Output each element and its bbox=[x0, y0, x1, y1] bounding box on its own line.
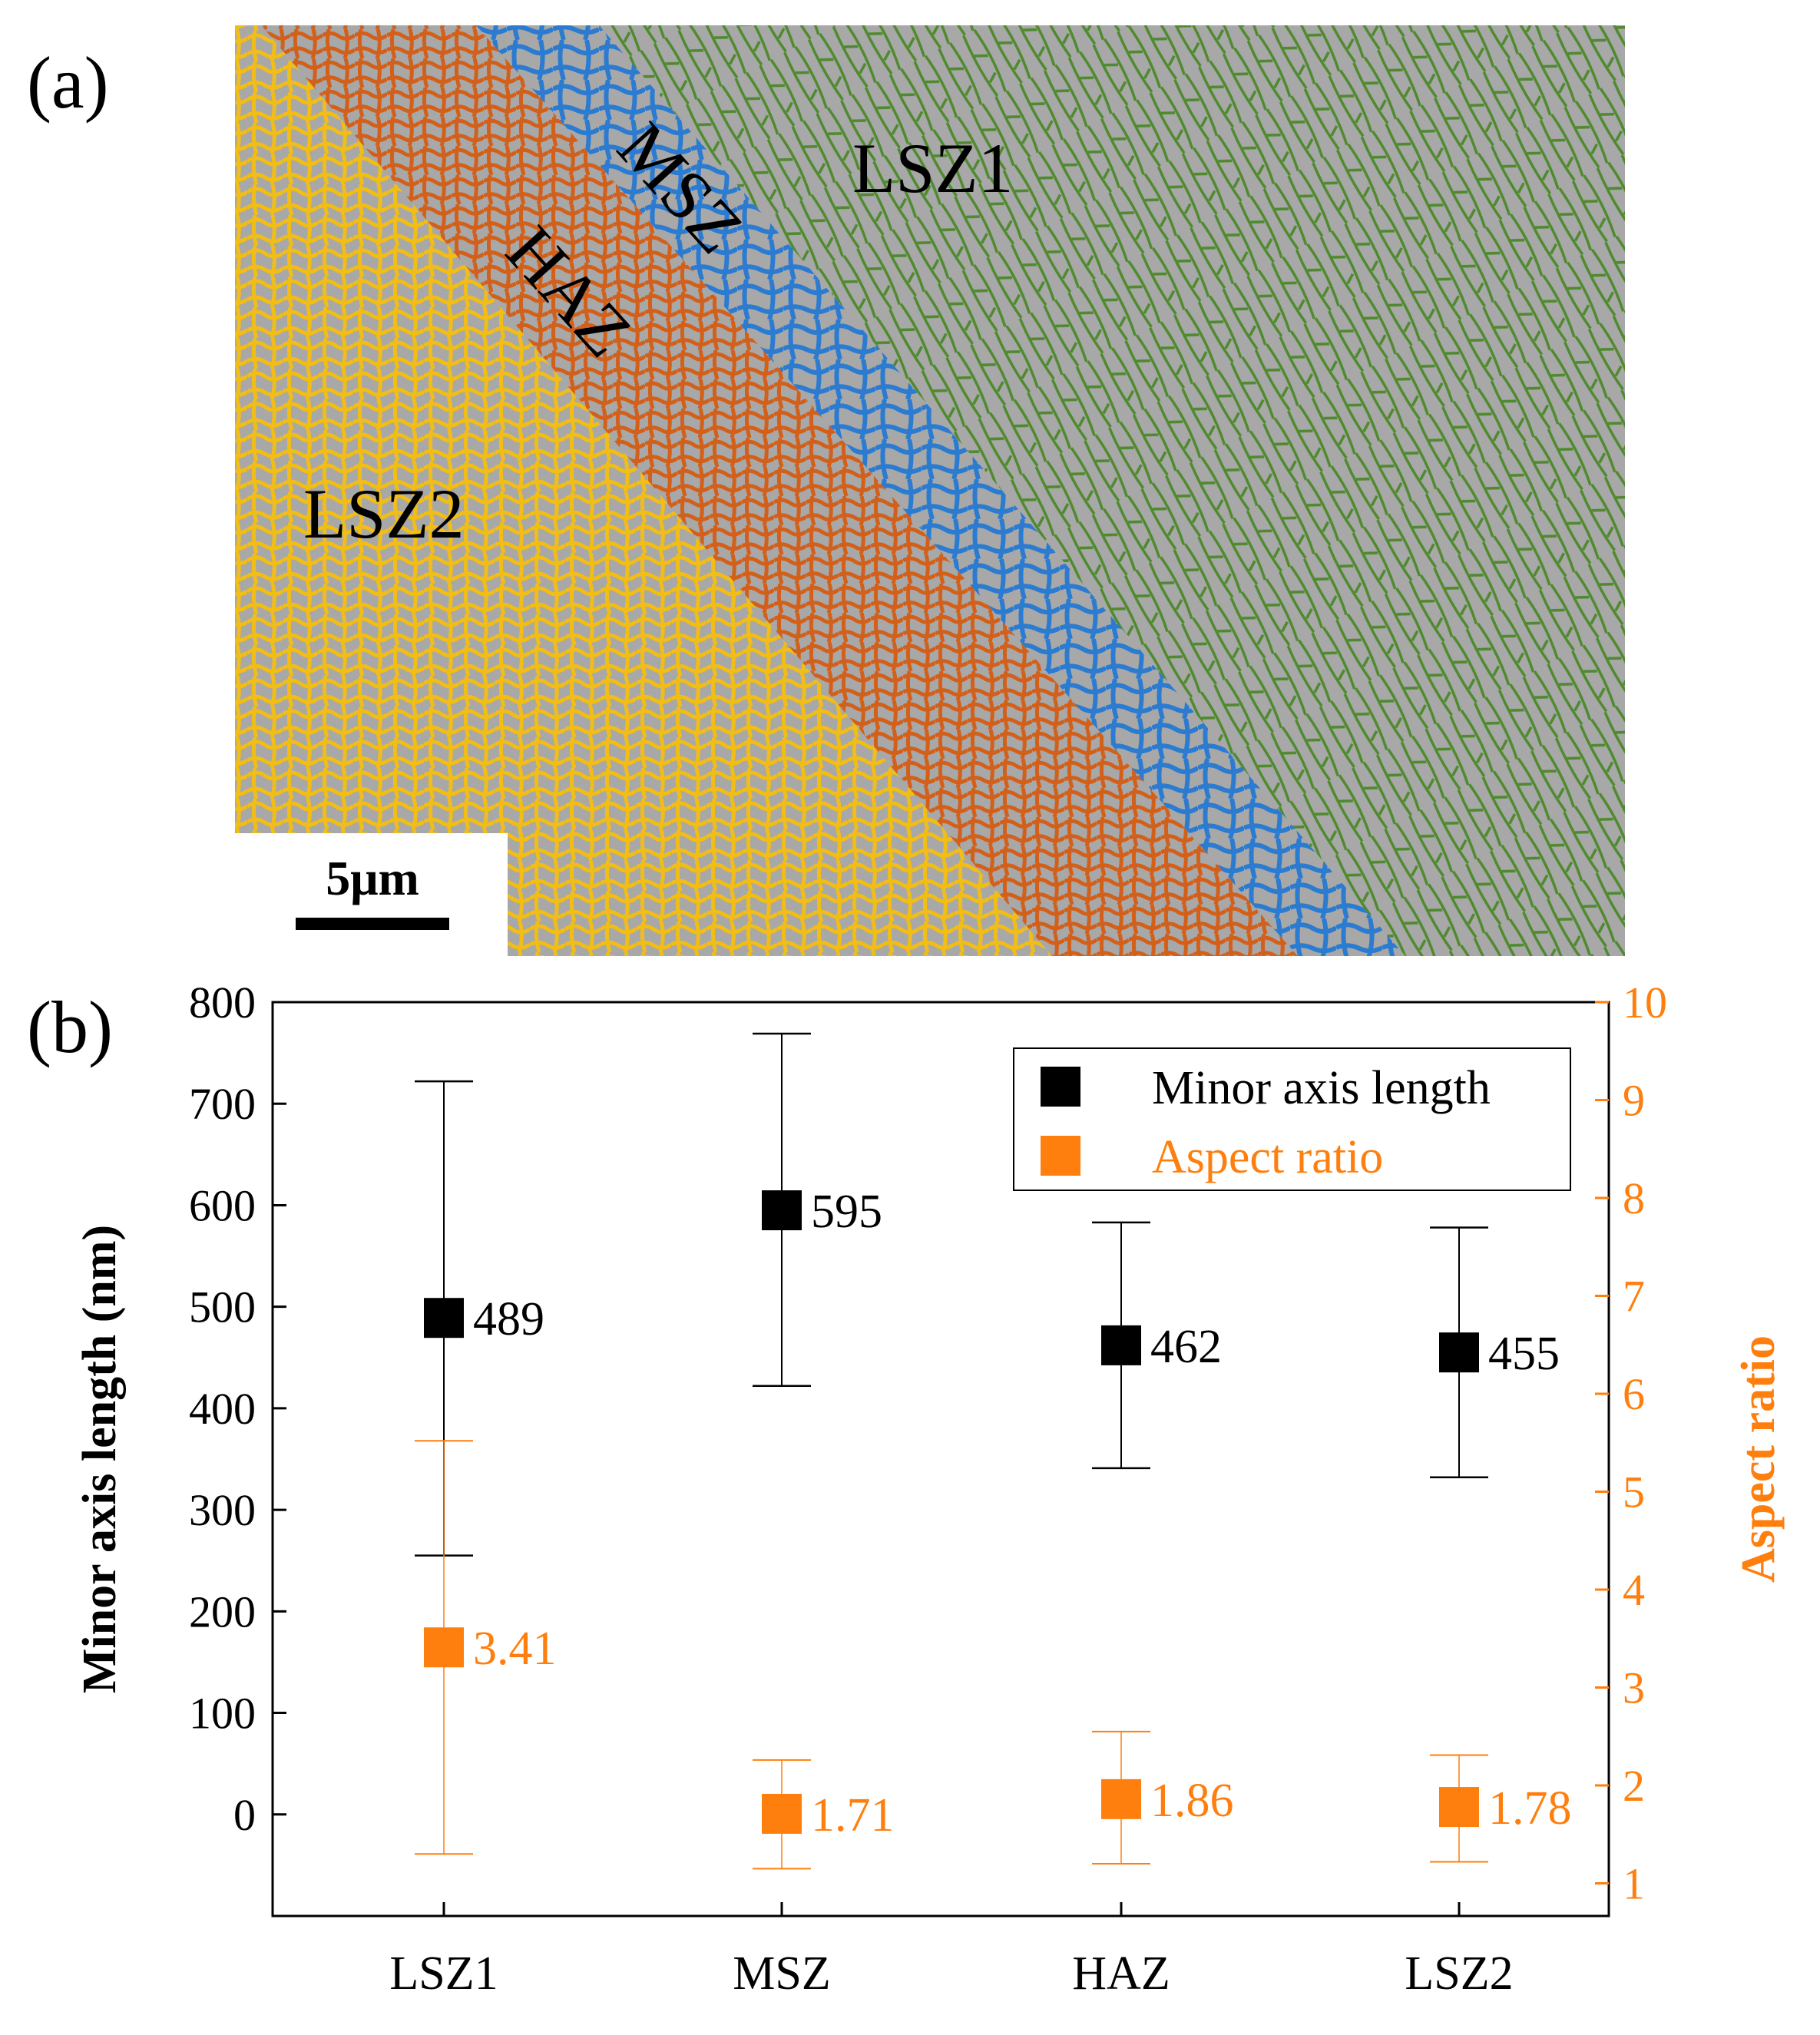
y-tick-label: 300 bbox=[189, 1485, 256, 1535]
data-label: 462 bbox=[1150, 1321, 1222, 1373]
legend-box bbox=[1013, 1047, 1571, 1191]
y2-tick-label: 7 bbox=[1623, 1272, 1645, 1322]
y2-tick-label: 2 bbox=[1623, 1761, 1645, 1811]
y2-tick-label: 8 bbox=[1623, 1173, 1645, 1223]
micrograph bbox=[235, 25, 1625, 956]
zone-label-lsz1: LSZ1 bbox=[852, 129, 1014, 207]
y-tick-label: 500 bbox=[189, 1282, 256, 1332]
data-label: 3.41 bbox=[473, 1623, 557, 1675]
legend-marker bbox=[1041, 1067, 1080, 1107]
y-tick-label: 400 bbox=[189, 1384, 256, 1434]
data-label: 455 bbox=[1488, 1328, 1560, 1380]
plot-frame bbox=[271, 1001, 1610, 1918]
scale-bar bbox=[296, 918, 449, 930]
data-point bbox=[762, 1190, 802, 1231]
legend-marker bbox=[1041, 1136, 1080, 1176]
legend-label: Minor axis length bbox=[1152, 1062, 1491, 1114]
y2-axis-title: Aspect ratio bbox=[1732, 1335, 1785, 1583]
zone-label-lsz2: LSZ2 bbox=[303, 475, 465, 553]
data-point bbox=[1439, 1787, 1479, 1828]
chart-area: 0 100 200 300 400 500 600 700 800 1 2 3 4 5 6 7 8 9 10 LSZ1… bbox=[74, 978, 1785, 2000]
x-tick-label: LSZ1 bbox=[389, 1947, 498, 2000]
y-tick-label: 700 bbox=[189, 1079, 256, 1129]
zone-msz-region bbox=[476, 25, 1405, 956]
y-axis-title: Minor axis length (nm) bbox=[74, 1225, 126, 1693]
data-point bbox=[1101, 1779, 1141, 1819]
y-tick-label: 0 bbox=[233, 1790, 256, 1840]
y2-tick-label: 4 bbox=[1623, 1565, 1645, 1615]
y2-tick-label: 9 bbox=[1623, 1076, 1645, 1126]
scale-bar-box bbox=[235, 833, 508, 956]
y2-tick-label: 6 bbox=[1623, 1369, 1645, 1419]
data-label: 1.78 bbox=[1488, 1782, 1572, 1835]
x-tick-label: MSZ bbox=[733, 1947, 830, 2000]
zone-haz-region bbox=[261, 25, 1298, 956]
data-label: 489 bbox=[473, 1293, 544, 1345]
y2-tick-label: 5 bbox=[1623, 1468, 1645, 1517]
scale-bar-label: 5μm bbox=[326, 851, 419, 905]
y-tick-label: 600 bbox=[189, 1180, 256, 1230]
y2-tick-label: 10 bbox=[1623, 978, 1667, 1027]
zone-lsz1-region bbox=[599, 25, 1625, 956]
y2-tick-label: 1 bbox=[1623, 1859, 1645, 1909]
x-tick-label: HAZ bbox=[1072, 1947, 1170, 2000]
data-point bbox=[1101, 1325, 1141, 1365]
panel-b-label: (b) bbox=[27, 986, 113, 1068]
x-tick-label: LSZ2 bbox=[1405, 1947, 1513, 2000]
data-point bbox=[1439, 1332, 1479, 1373]
data-label: 595 bbox=[811, 1186, 882, 1238]
data-point bbox=[424, 1627, 464, 1668]
data-point bbox=[762, 1793, 802, 1834]
data-label: 1.86 bbox=[1150, 1775, 1234, 1827]
data-point bbox=[424, 1298, 464, 1338]
y2-tick-label: 3 bbox=[1623, 1663, 1645, 1713]
y-tick-label: 800 bbox=[189, 978, 256, 1027]
panel-a-label: (a) bbox=[27, 41, 109, 124]
zone-lsz2-region bbox=[235, 25, 1052, 956]
data-label: 1.71 bbox=[811, 1789, 895, 1841]
y-tick-label: 200 bbox=[189, 1587, 256, 1636]
legend-label: Aspect ratio bbox=[1152, 1131, 1383, 1183]
y-tick-label: 100 bbox=[189, 1689, 256, 1739]
